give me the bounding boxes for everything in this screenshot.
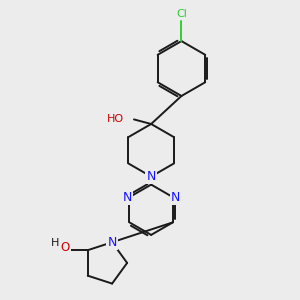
Text: HO: HO	[107, 114, 124, 124]
Text: Cl: Cl	[176, 9, 187, 19]
Text: H: H	[50, 238, 59, 248]
Text: N: N	[170, 191, 180, 204]
Text: N: N	[107, 236, 117, 249]
Text: N: N	[122, 191, 132, 204]
Text: O: O	[60, 242, 70, 254]
Text: N: N	[146, 170, 156, 183]
